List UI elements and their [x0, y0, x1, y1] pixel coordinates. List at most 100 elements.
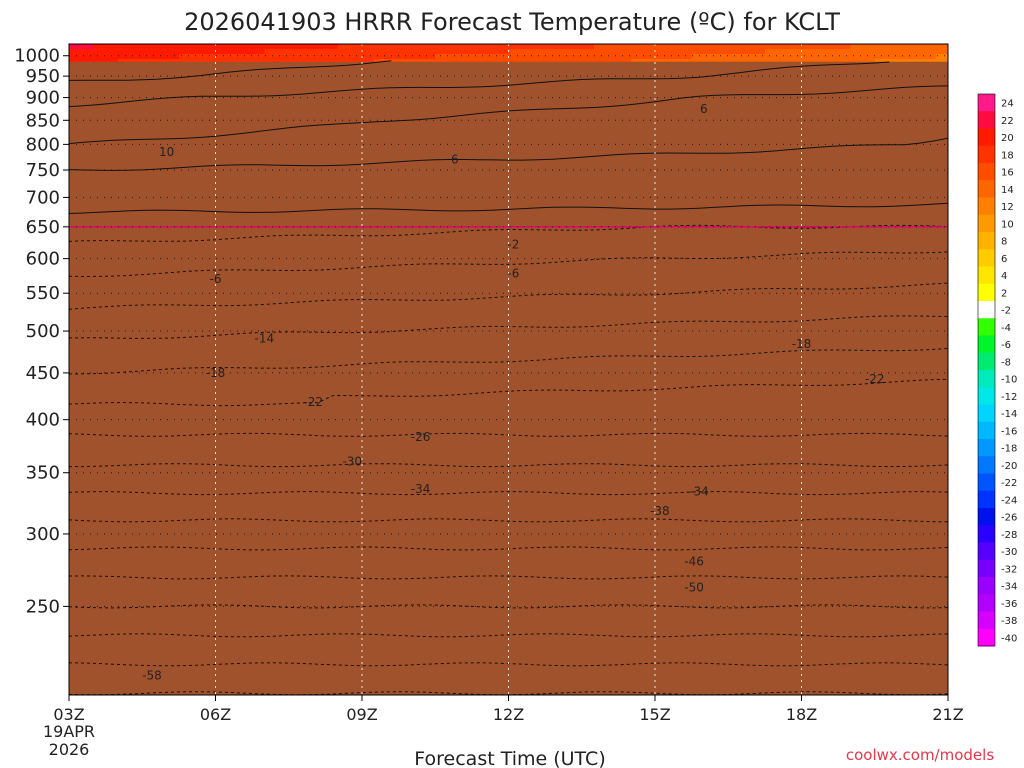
temp-cell — [362, 54, 375, 60]
temp-cell — [435, 44, 449, 50]
temp-cell — [886, 44, 900, 50]
temp-cell — [423, 49, 436, 55]
temp-cell — [105, 44, 119, 50]
temp-cell — [471, 44, 485, 50]
temp-cell — [374, 54, 388, 60]
temp-cell — [630, 54, 644, 60]
temp-cell — [93, 49, 107, 55]
temp-cell — [166, 54, 180, 60]
temp-cell — [81, 44, 95, 50]
temp-cell — [532, 44, 546, 50]
temp-cell — [886, 49, 900, 55]
temp-cell — [337, 44, 351, 50]
temp-cell — [484, 44, 497, 50]
temp-cell — [789, 44, 803, 50]
temp-cell — [874, 49, 888, 55]
temp-cell — [374, 49, 388, 55]
temp-cell — [288, 54, 302, 60]
temp-cell — [130, 49, 143, 55]
temp-cell — [264, 44, 278, 50]
temp-cell — [447, 54, 461, 60]
temp-cell — [728, 49, 742, 55]
temp-cell — [703, 49, 717, 55]
temp-cell — [691, 49, 705, 55]
temp-cell — [227, 54, 241, 60]
temp-cell — [642, 44, 656, 50]
temp-cell — [911, 54, 925, 60]
temp-cell — [557, 54, 571, 60]
temp-cell — [117, 49, 131, 55]
temp-cell — [667, 54, 681, 60]
temp-cell — [117, 44, 131, 50]
temp-cell — [178, 44, 192, 50]
temp-cell — [740, 44, 754, 50]
temp-cell — [703, 44, 717, 50]
temp-cell — [520, 49, 534, 55]
temp-cell — [166, 49, 180, 55]
temp-cell — [667, 44, 681, 50]
temp-cell — [642, 54, 656, 60]
temp-cell — [154, 54, 168, 60]
temp-cell — [716, 44, 729, 50]
temp-cell — [764, 44, 778, 50]
temp-cell — [459, 49, 473, 55]
temp-cell — [496, 44, 510, 50]
temp-cell — [288, 44, 302, 50]
temp-cell — [374, 44, 388, 50]
temp-cell — [276, 49, 290, 55]
temp-cell — [496, 49, 510, 55]
temp-cell — [789, 49, 803, 55]
temp-cell — [325, 54, 339, 60]
temp-cell — [777, 49, 790, 55]
temp-cell — [532, 54, 546, 60]
temp-cell — [557, 49, 571, 55]
temp-cell — [899, 54, 912, 60]
temp-cell — [215, 49, 229, 55]
temp-cell — [520, 54, 534, 60]
temp-cell — [154, 49, 168, 55]
temp-cell — [813, 44, 827, 50]
temp-cell — [142, 54, 156, 60]
temp-cell — [923, 54, 937, 60]
temp-cell — [178, 49, 192, 55]
temp-cell — [740, 54, 754, 60]
temp-cell — [154, 44, 168, 50]
temp-cell — [923, 49, 937, 55]
temp-cell — [838, 54, 851, 60]
temp-cell — [813, 54, 827, 60]
temp-cell — [655, 49, 668, 55]
temp-cell — [130, 54, 143, 60]
temp-cell — [825, 49, 839, 55]
temp-cell — [777, 44, 790, 50]
temp-cell — [398, 49, 412, 55]
temp-cell — [886, 54, 900, 60]
temp-cell — [752, 54, 766, 60]
temp-cell — [264, 54, 278, 60]
temp-cell — [801, 49, 815, 55]
temp-cell — [93, 44, 107, 50]
temp-cell — [435, 54, 449, 60]
temp-cell — [423, 44, 436, 50]
temp-cell — [459, 44, 473, 50]
temp-cell — [447, 49, 461, 55]
temp-cell — [593, 49, 607, 55]
temp-cell — [105, 54, 119, 60]
temp-cell — [838, 49, 851, 55]
temp-cell — [679, 44, 693, 50]
temp-cell — [264, 49, 278, 55]
temp-cell — [239, 44, 253, 50]
temp-cell — [691, 54, 705, 60]
temp-cell — [215, 44, 229, 50]
temp-cell — [191, 54, 204, 60]
temp-cell — [239, 54, 253, 60]
temp-cell — [862, 49, 876, 55]
temp-cell — [410, 44, 424, 50]
temp-cell — [728, 44, 742, 50]
temp-cell — [777, 54, 790, 60]
temp-cell — [386, 49, 400, 55]
temp-cell — [105, 49, 119, 55]
temp-cell — [227, 44, 241, 50]
temp-cell — [655, 44, 668, 50]
temp-cell — [606, 49, 619, 55]
